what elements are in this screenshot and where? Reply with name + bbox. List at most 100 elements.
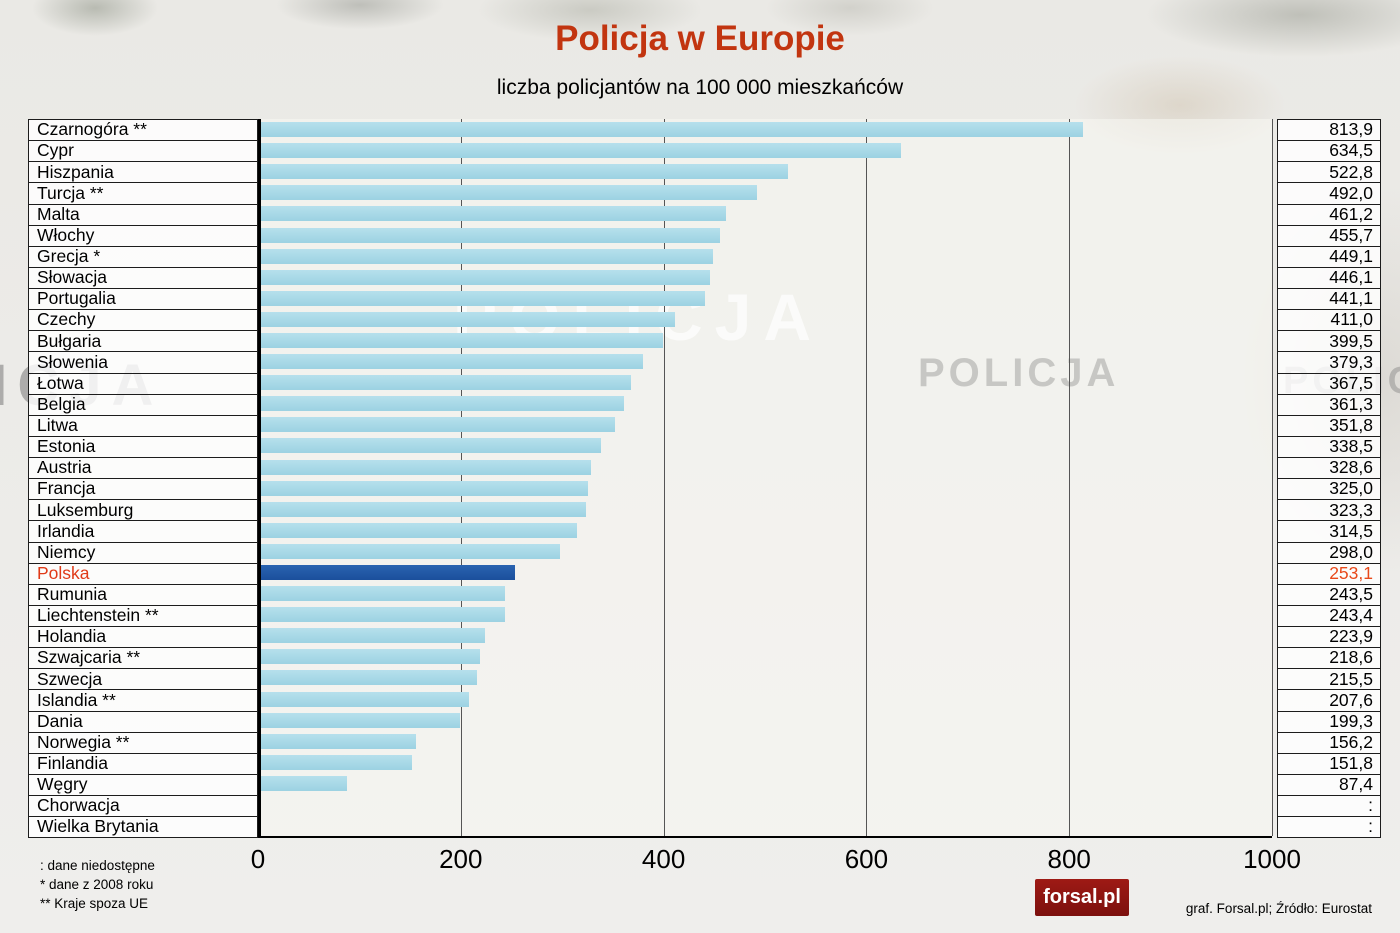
bar <box>258 691 469 707</box>
row-value-3: 492,0 <box>1277 182 1381 205</box>
row-value-8: 441,1 <box>1277 288 1381 311</box>
row-label-22: Rumunia <box>28 583 258 606</box>
row-value-16: 328,6 <box>1277 457 1381 480</box>
row-label-33: Wielka Brytania <box>28 816 258 839</box>
row-label-26: Szwecja <box>28 668 258 691</box>
row-label-0: Czarnogóra ** <box>28 119 258 142</box>
row-label-2: Hiszpania <box>28 161 258 184</box>
row-label-18: Luksemburg <box>28 499 258 522</box>
row-value-17: 325,0 <box>1277 478 1381 501</box>
bar <box>258 459 592 475</box>
row-value-20: 298,0 <box>1277 541 1381 564</box>
bar <box>258 417 615 433</box>
bar-row <box>258 689 1272 710</box>
x-tick-label-200: 200 <box>439 844 483 874</box>
row-label-29: Norwegia ** <box>28 731 258 754</box>
chart-subtitle: liczba policjantów na 100 000 mieszkańcó… <box>496 76 904 99</box>
bar-row <box>258 393 1272 414</box>
row-value-18: 323,3 <box>1277 499 1381 522</box>
row-label-10: Bułgaria <box>28 330 258 353</box>
row-value-13: 361,3 <box>1277 393 1381 416</box>
row-value-4: 461,2 <box>1277 203 1381 226</box>
watermark-policja-gray: POLICJA <box>918 351 1120 395</box>
bar-row <box>258 773 1272 794</box>
row-label-13: Belgia <box>28 393 258 416</box>
y-axis-line <box>258 119 261 838</box>
bar-row <box>258 224 1272 245</box>
row-value-28: 199,3 <box>1277 710 1381 733</box>
row-value-2: 522,8 <box>1277 161 1381 184</box>
bar <box>258 290 706 306</box>
row-value-6: 449,1 <box>1277 245 1381 268</box>
row-label-32: Chorwacja <box>28 795 258 818</box>
row-value-21: 253,1 <box>1277 562 1381 585</box>
row-label-28: Dania <box>28 710 258 733</box>
bar-row <box>258 520 1272 541</box>
bar <box>258 375 631 391</box>
bar-row <box>258 815 1272 836</box>
bar-row <box>258 182 1272 203</box>
x-tick-label-0: 0 <box>250 844 266 874</box>
row-label-17: Francja <box>28 478 258 501</box>
row-value-32: : <box>1277 795 1381 818</box>
gridline-600 <box>866 119 868 836</box>
bar-row <box>258 414 1272 435</box>
bar <box>258 480 588 496</box>
row-value-23: 243,4 <box>1277 604 1381 627</box>
gridline-800 <box>1069 119 1071 836</box>
bar <box>258 628 486 644</box>
plot-area: POLICJA POLICJA <box>258 119 1273 838</box>
footnote-data-unavailable: : dane niedostępne <box>40 858 155 873</box>
row-value-25: 218,6 <box>1277 647 1381 670</box>
row-value-33: : <box>1277 816 1381 839</box>
bar <box>258 438 602 454</box>
chart-title: Policja w Europie <box>555 19 845 58</box>
x-tick-label-600: 600 <box>844 844 889 874</box>
bar-row <box>258 246 1272 267</box>
row-value-1: 634,5 <box>1277 140 1381 163</box>
footnotes: : dane niedostępne * dane z 2008 roku **… <box>40 856 155 913</box>
row-label-1: Cypr <box>28 140 258 163</box>
bar-row <box>258 372 1272 393</box>
bar-row <box>258 646 1272 667</box>
row-label-20: Niemcy <box>28 541 258 564</box>
row-value-30: 151,8 <box>1277 752 1381 775</box>
row-value-15: 338,5 <box>1277 435 1381 458</box>
bar-row <box>258 604 1272 625</box>
bar-row <box>258 435 1272 456</box>
bar <box>258 607 505 623</box>
row-label-31: Węgry <box>28 773 258 796</box>
x-tick-label-800: 800 <box>1047 844 1091 874</box>
row-label-5: Włochy <box>28 224 258 247</box>
bar-row <box>258 330 1272 351</box>
row-label-4: Malta <box>28 203 258 226</box>
row-label-30: Finlandia <box>28 752 258 775</box>
row-label-21: Polska <box>28 562 258 585</box>
row-label-14: Litwa <box>28 414 258 437</box>
row-value-22: 243,5 <box>1277 583 1381 606</box>
bar-row <box>258 309 1272 330</box>
bar <box>258 543 561 559</box>
row-value-26: 215,5 <box>1277 668 1381 691</box>
bar <box>258 206 726 222</box>
labels-column: Czarnogóra ** Cypr Hiszpania Turcja ** Malta… <box>28 119 258 839</box>
gridline-400 <box>663 119 665 836</box>
bar-row <box>258 119 1272 140</box>
row-value-12: 367,5 <box>1277 372 1381 395</box>
row-value-24: 223,9 <box>1277 626 1381 649</box>
bar-row <box>258 161 1272 182</box>
bar-row <box>258 710 1272 731</box>
row-value-0: 813,9 <box>1277 119 1381 142</box>
bar <box>258 311 675 327</box>
row-value-31: 87,4 <box>1277 773 1381 796</box>
bar-row <box>258 457 1272 478</box>
bar-row <box>258 288 1272 309</box>
row-value-19: 314,5 <box>1277 520 1381 543</box>
bar <box>258 143 902 159</box>
bar <box>258 754 412 770</box>
row-value-14: 351,8 <box>1277 414 1381 437</box>
row-label-24: Holandia <box>28 626 258 649</box>
bar <box>258 164 789 180</box>
row-label-27: Islandia ** <box>28 689 258 712</box>
bar-highlight-polska <box>258 565 515 581</box>
